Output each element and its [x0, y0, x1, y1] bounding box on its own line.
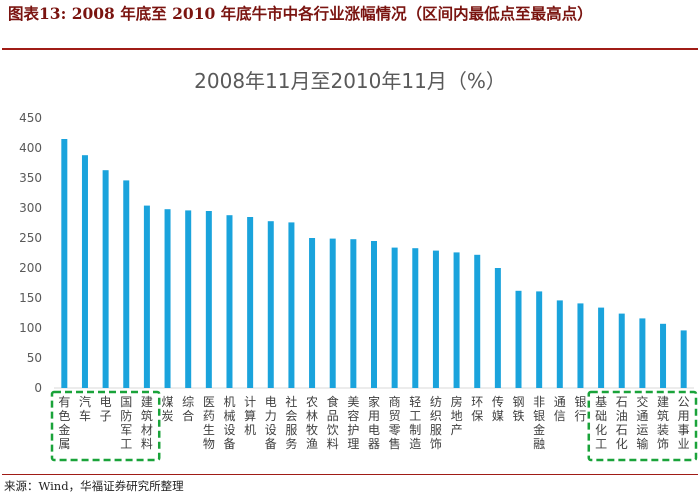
bar: [81, 155, 88, 388]
bar: [247, 217, 254, 388]
category-label: 商贸零售: [389, 394, 401, 451]
bar: [309, 238, 316, 388]
category-label: 社会服务: [285, 394, 297, 451]
bar: [371, 241, 377, 388]
source-note: 来源：Wind，华福证券研究所整理: [4, 479, 184, 493]
category-label: 食品饮料: [327, 394, 339, 451]
category-label: 电子: [100, 395, 112, 423]
y-axis: 0 50 100 150 200 250 300 350 400 450: [19, 111, 42, 395]
bar: [453, 252, 460, 388]
bar: [267, 221, 274, 388]
y-tick-label: 400: [19, 141, 42, 155]
highlight-boxes: [50, 390, 698, 462]
bar-chart: 2008年11月至2010年11月（%） 0 50 100 150 200 250 300 3…: [19, 69, 698, 462]
y-tick-label: 250: [19, 231, 42, 245]
category-label: 机械设备: [223, 395, 235, 451]
category-labels: 有色金属汽车电子国防军工建筑材料煤炭综合医药生物机械设备计算机电力设备社会服务农…: [58, 394, 689, 451]
category-label: 建筑材料: [141, 395, 153, 451]
source-rule: [2, 474, 698, 475]
category-label: 美容护理: [347, 395, 359, 451]
title-rule: [2, 48, 698, 50]
category-label: 有色金属: [58, 395, 70, 451]
bar: [102, 170, 109, 388]
bar: [350, 239, 357, 388]
y-tick-label: 200: [19, 261, 42, 275]
y-tick-label: 50: [27, 351, 42, 365]
figure-title: 图表13: 2008 年底至 2010 年底牛市中各行业涨幅情况（区间内最低点至…: [8, 4, 593, 23]
y-tick-label: 350: [19, 171, 42, 185]
bar: [598, 307, 605, 388]
category-label: 计算机: [244, 395, 256, 437]
category-label: 电力设备: [265, 395, 277, 451]
bar: [185, 210, 192, 388]
bar: [226, 215, 233, 388]
category-label: 银行: [574, 395, 586, 423]
category-label: 轻工制造: [409, 395, 421, 451]
bar: [143, 205, 150, 388]
bar: [639, 318, 646, 388]
bar: [536, 291, 543, 388]
bar: [494, 268, 501, 388]
category-label: 钢铁: [513, 395, 525, 423]
bar: [556, 300, 563, 388]
bar: [577, 303, 584, 388]
highlight-box: [50, 390, 161, 462]
bar: [474, 254, 481, 388]
y-tick-label: 0: [34, 381, 42, 395]
y-tick-label: 100: [19, 321, 42, 335]
category-label: 医药生物: [203, 395, 215, 451]
bar: [680, 330, 687, 388]
category-label: 基础化工: [595, 395, 607, 451]
category-label: 建筑装饰: [657, 395, 669, 451]
category-label: 石油石化: [616, 395, 628, 451]
category-label: 非银金融: [533, 395, 545, 451]
category-label: 通信: [554, 395, 566, 423]
category-label: 综合: [182, 395, 194, 423]
bar: [123, 180, 130, 388]
bar: [432, 250, 439, 388]
bar: [660, 323, 667, 388]
category-label: 家用电器: [368, 394, 380, 451]
bar: [412, 248, 419, 388]
bar: [618, 313, 625, 388]
chart-title: 2008年11月至2010年11月（%）: [194, 69, 506, 93]
bars: [61, 139, 687, 388]
category-label: 国防军工: [120, 395, 132, 451]
category-label: 汽车: [79, 394, 91, 423]
y-tick-label: 150: [19, 291, 42, 305]
y-tick-label: 450: [19, 111, 42, 125]
bar: [164, 209, 171, 388]
bar: [391, 247, 398, 388]
category-label: 煤炭: [162, 395, 174, 423]
y-tick-label: 300: [19, 201, 42, 215]
category-label: 传媒: [492, 394, 504, 423]
category-label: 纺织服饰: [430, 395, 442, 451]
bar: [515, 290, 522, 388]
category-label: 交通运输: [636, 394, 648, 451]
category-label: 环保: [471, 395, 483, 423]
category-label: 房地产: [451, 394, 463, 437]
category-label: 农林牧渔: [306, 395, 318, 451]
category-label: 公用事业: [678, 395, 690, 451]
bar: [61, 139, 68, 388]
bar: [288, 222, 295, 388]
bar: [205, 211, 212, 388]
bar: [329, 238, 336, 388]
highlight-box: [587, 390, 698, 462]
